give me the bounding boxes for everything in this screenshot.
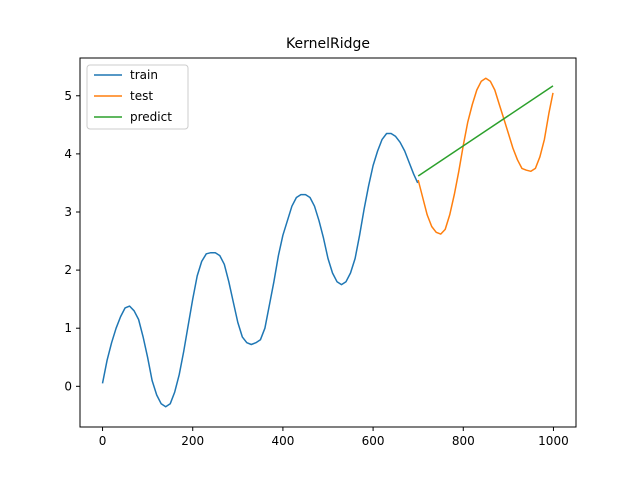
legend-label-train: train <box>130 68 158 82</box>
x-tick-label: 200 <box>181 434 204 448</box>
x-tick-label: 800 <box>452 434 475 448</box>
legend: train test predict <box>86 64 189 130</box>
y-tick-label: 0 <box>64 379 72 393</box>
legend-label-test: test <box>130 89 153 103</box>
legend-label-predict: predict <box>130 110 172 124</box>
x-tick-label: 400 <box>271 434 294 448</box>
x-tick-label: 1000 <box>538 434 569 448</box>
y-tick-label: 3 <box>64 205 72 219</box>
axes-frame <box>79 57 577 428</box>
y-tick-label: 4 <box>64 147 72 161</box>
y-tick-label: 5 <box>64 89 72 103</box>
y-tick-label: 1 <box>64 321 72 335</box>
y-tick-label: 2 <box>64 263 72 277</box>
y-axis: 0 1 2 3 4 5 <box>64 89 80 393</box>
x-axis: 0 200 400 600 800 1000 <box>99 427 569 448</box>
series-line-predict <box>417 85 554 177</box>
plot-area <box>101 77 554 408</box>
x-tick-label: 0 <box>99 434 107 448</box>
legend-box <box>86 64 189 130</box>
series-line-train <box>101 132 419 408</box>
chart-title: KernelRidge <box>286 36 370 52</box>
series-line-test <box>417 77 554 235</box>
x-tick-label: 600 <box>362 434 385 448</box>
